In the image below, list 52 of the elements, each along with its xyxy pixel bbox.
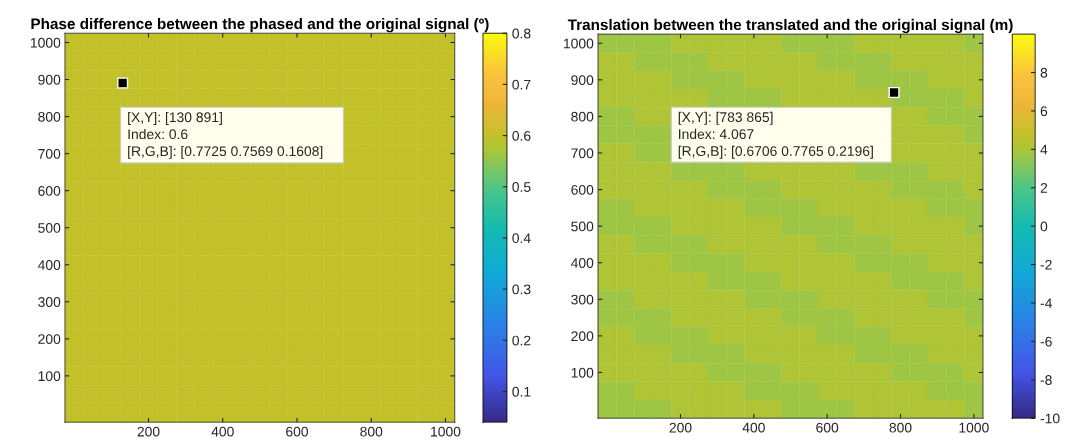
color-bar-label: 0.6 [512,130,531,141]
x-tick-label: 600 [286,426,309,437]
y-tick-label: 200 [571,331,594,342]
color-bar-label: 8 [1040,67,1048,78]
annotation: [X,Y]: [783 865] Index: 4.067 [R,G,B]: [0.6706 0.7765 0.2196] [678,111,873,159]
y-tick-label: 600 [571,184,594,195]
color-bar-label: -2 [1040,259,1052,270]
color-bar-label: 0.3 [512,284,531,295]
y-tick-label: 400 [37,260,61,270]
x-tick-label: 400 [742,422,765,433]
y-tick-label: 900 [571,75,594,85]
x-tick-label: 1000 [959,422,989,433]
color-bar-label: -8 [1040,375,1052,385]
color-bar-label: 4 [1040,144,1048,155]
y-tick-label: 1000 [564,38,594,49]
chart-title: Phase difference between the phased and the original signal (º) [31,17,489,33]
color-bar-label: -6 [1040,336,1052,347]
color-bar-label: 0.2 [512,335,531,346]
y-tick-label: 500 [571,221,594,232]
y-tick-label: 700 [38,148,61,159]
y-tick-label: 100 [571,367,594,378]
y-tick-label: 800 [571,111,594,122]
y-tick-label: 300 [38,297,61,307]
y-tick-label: 200 [38,334,61,344]
x-tick-label: 400 [211,426,234,437]
x-tick-label: 200 [137,426,160,437]
x-tick-label: 1000 [431,426,461,437]
color-bar-label: 0.7 [512,79,531,90]
y-tick-label: 900 [38,74,61,85]
color-bar-label: 2 [1040,183,1048,193]
y-tick-label: 700 [571,148,594,159]
chart-title: Translation between the translated and the original signal (m) [567,18,1013,34]
y-tick-label: 100 [38,371,61,382]
color-bar-label: 0.5 [512,182,531,192]
color-bar-label: 0.1 [512,386,531,397]
y-tick-label: 500 [38,223,61,233]
y-tick-label: 800 [38,111,61,122]
color-bar-label: 6 [1040,106,1048,117]
color-bar-label: 0.8 [512,28,531,39]
x-tick-label: 800 [360,426,383,437]
x-tick-label: 600 [816,422,839,433]
color-bar-label: -10 [1040,413,1060,424]
x-tick-label: 800 [889,422,912,433]
y-tick-label: 1000 [30,37,61,48]
color-bar-label: 0 [1040,221,1048,232]
annotation: [X,Y]: [130 891] Index: 0.6 [R,G,B]: [0.7725 0.7569 0.1608] [128,111,323,159]
y-tick-label: 400 [570,258,594,268]
y-tick-label: 600 [38,185,61,196]
x-tick-label: 200 [669,422,692,433]
y-tick-label: 300 [571,294,594,305]
color-bar-label: 0.4 [512,233,531,244]
color-bar-label: -4 [1040,298,1052,308]
